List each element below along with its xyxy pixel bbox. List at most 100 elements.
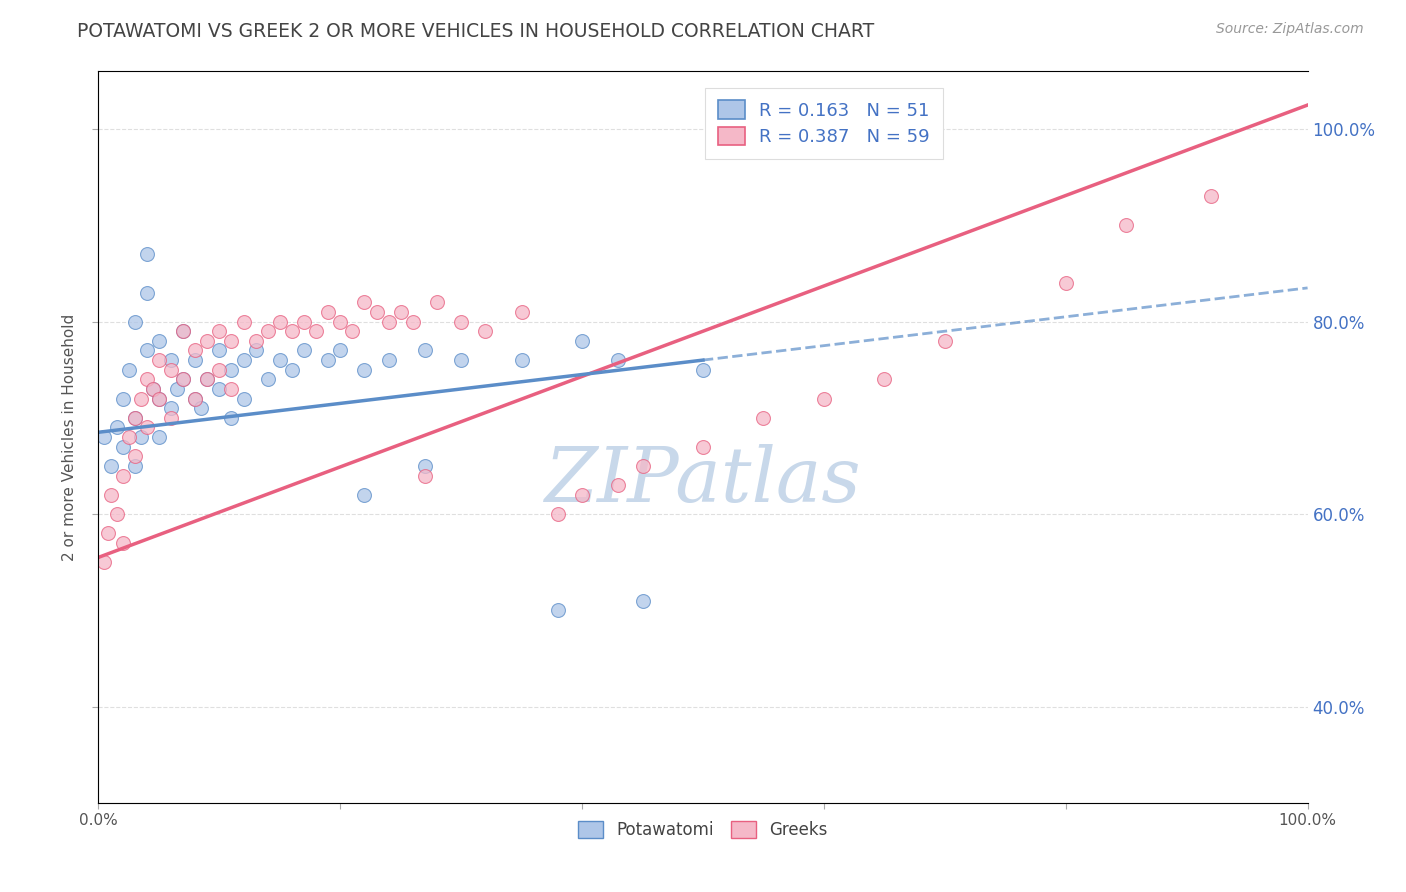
Point bbox=[148, 334, 170, 348]
Point bbox=[142, 382, 165, 396]
Point bbox=[269, 353, 291, 368]
Point bbox=[269, 315, 291, 329]
Point bbox=[292, 315, 315, 329]
Point bbox=[166, 382, 188, 396]
Point bbox=[510, 353, 533, 368]
Point bbox=[93, 555, 115, 569]
Point bbox=[135, 420, 157, 434]
Point bbox=[172, 324, 194, 338]
Point bbox=[221, 334, 243, 348]
Point bbox=[135, 247, 157, 261]
Point bbox=[752, 410, 775, 425]
Point bbox=[281, 324, 304, 338]
Point bbox=[195, 372, 218, 386]
Point bbox=[148, 392, 170, 406]
Point bbox=[221, 410, 243, 425]
Point bbox=[305, 324, 328, 338]
Point bbox=[105, 420, 128, 434]
Point bbox=[474, 324, 496, 338]
Point bbox=[208, 343, 231, 358]
Point bbox=[135, 343, 157, 358]
Legend: Potawatomi, Greeks: Potawatomi, Greeks bbox=[572, 814, 834, 846]
Point bbox=[232, 353, 254, 368]
Point bbox=[100, 488, 122, 502]
Point bbox=[221, 382, 243, 396]
Point bbox=[160, 401, 183, 416]
Point bbox=[510, 305, 533, 319]
Point bbox=[221, 362, 243, 376]
Point bbox=[256, 324, 278, 338]
Point bbox=[631, 458, 654, 473]
Point bbox=[190, 401, 212, 416]
Y-axis label: 2 or more Vehicles in Household: 2 or more Vehicles in Household bbox=[62, 313, 77, 561]
Point bbox=[111, 392, 134, 406]
Point bbox=[111, 468, 134, 483]
Point bbox=[813, 392, 835, 406]
Point bbox=[450, 353, 472, 368]
Point bbox=[426, 295, 449, 310]
Point bbox=[100, 458, 122, 473]
Point bbox=[245, 343, 267, 358]
Point bbox=[1199, 189, 1222, 203]
Text: Source: ZipAtlas.com: Source: ZipAtlas.com bbox=[1216, 22, 1364, 37]
Point bbox=[124, 315, 146, 329]
Point bbox=[547, 507, 569, 521]
Point bbox=[184, 353, 207, 368]
Point bbox=[160, 410, 183, 425]
Point bbox=[329, 315, 352, 329]
Point bbox=[316, 353, 339, 368]
Point bbox=[1054, 276, 1077, 290]
Point bbox=[195, 334, 218, 348]
Point bbox=[281, 362, 304, 376]
Point bbox=[366, 305, 388, 319]
Point bbox=[160, 362, 183, 376]
Point bbox=[450, 315, 472, 329]
Point bbox=[160, 353, 183, 368]
Point bbox=[607, 478, 630, 492]
Point bbox=[1115, 219, 1137, 233]
Point bbox=[232, 315, 254, 329]
Point bbox=[245, 334, 267, 348]
Point bbox=[353, 488, 375, 502]
Point bbox=[124, 410, 146, 425]
Point bbox=[329, 343, 352, 358]
Point bbox=[413, 468, 436, 483]
Point bbox=[129, 392, 152, 406]
Point bbox=[607, 353, 630, 368]
Point bbox=[135, 372, 157, 386]
Point bbox=[111, 440, 134, 454]
Point bbox=[142, 382, 165, 396]
Point bbox=[172, 324, 194, 338]
Point bbox=[208, 362, 231, 376]
Point bbox=[256, 372, 278, 386]
Point bbox=[124, 450, 146, 464]
Point bbox=[342, 324, 364, 338]
Point bbox=[353, 295, 375, 310]
Point bbox=[148, 392, 170, 406]
Point bbox=[692, 362, 714, 376]
Point bbox=[402, 315, 425, 329]
Point bbox=[135, 285, 157, 300]
Text: ZIPatlas: ZIPatlas bbox=[544, 444, 862, 518]
Point bbox=[184, 343, 207, 358]
Point bbox=[208, 324, 231, 338]
Point bbox=[172, 372, 194, 386]
Point bbox=[124, 458, 146, 473]
Point bbox=[934, 334, 956, 348]
Point bbox=[195, 372, 218, 386]
Text: POTAWATOMI VS GREEK 2 OR MORE VEHICLES IN HOUSEHOLD CORRELATION CHART: POTAWATOMI VS GREEK 2 OR MORE VEHICLES I… bbox=[77, 22, 875, 41]
Point bbox=[571, 488, 593, 502]
Point bbox=[208, 382, 231, 396]
Point bbox=[93, 430, 115, 444]
Point bbox=[184, 392, 207, 406]
Point bbox=[571, 334, 593, 348]
Point bbox=[377, 315, 399, 329]
Point bbox=[631, 593, 654, 607]
Point bbox=[111, 536, 134, 550]
Point bbox=[118, 430, 141, 444]
Point bbox=[873, 372, 896, 386]
Point bbox=[232, 392, 254, 406]
Point bbox=[292, 343, 315, 358]
Point bbox=[377, 353, 399, 368]
Point bbox=[148, 353, 170, 368]
